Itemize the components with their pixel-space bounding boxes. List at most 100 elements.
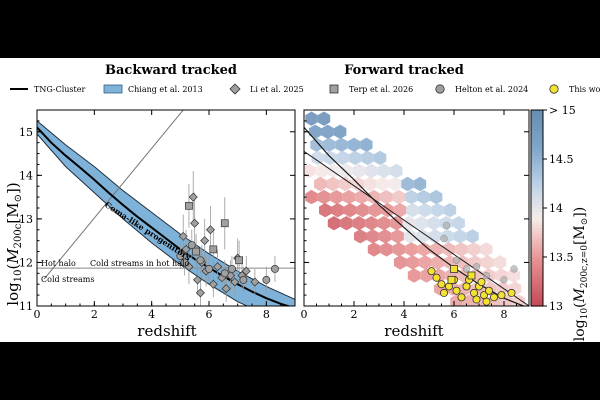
right-panel: 0 2 4 6 8 — [301, 109, 530, 321]
this-work-point — [482, 297, 491, 306]
hexbin — [427, 216, 440, 231]
legend-item-0: TNG-Cluster — [10, 85, 85, 94]
li-2025-point — [230, 277, 240, 287]
colorbar-segment — [531, 185, 543, 189]
li-2025-point — [195, 288, 205, 298]
hexbin — [305, 189, 318, 205]
hexbin — [467, 242, 480, 257]
helton-2024-point-right — [472, 263, 481, 271]
colorbar-segment — [531, 126, 543, 131]
hot-halo-annotation: Hot halo — [41, 259, 76, 268]
colorbar-label: log10(M200c,z=0[M⊙]) — [572, 207, 590, 342]
hexbin — [406, 255, 419, 270]
hexbin — [394, 255, 407, 270]
colorbar-segment — [531, 237, 543, 242]
hexbin — [315, 163, 328, 179]
this-work-point — [507, 288, 516, 297]
colorbar-segment — [531, 214, 543, 219]
hexbin — [443, 203, 457, 218]
hexbin — [327, 163, 341, 179]
hexbin — [453, 229, 467, 244]
hexbin — [393, 203, 407, 218]
legend-label: Chiang et al. 2013 — [128, 85, 203, 94]
colorbar-segment — [531, 302, 543, 307]
hexbin — [305, 111, 318, 126]
li-2025-point — [193, 275, 203, 285]
this-work-point — [484, 286, 493, 295]
hexbin — [507, 268, 520, 283]
panel-title-backward: Backward tracked — [105, 63, 237, 78]
hexbin — [340, 216, 353, 231]
colorbar-tick-label: 14 — [549, 202, 563, 215]
colorbar-segment — [531, 113, 543, 118]
x-tick-label: 8 — [501, 308, 508, 321]
helton-2024-point — [176, 251, 185, 260]
li-2025-point — [250, 277, 260, 287]
helton-2024-point-right — [452, 256, 461, 264]
colorbar-segment — [531, 155, 543, 160]
this-work-point — [452, 286, 461, 295]
colorbar-segment — [531, 159, 543, 163]
this-work-point — [444, 282, 453, 291]
hexbin — [368, 203, 382, 218]
terp-2026-point — [209, 245, 218, 254]
li-2025-point — [188, 192, 198, 202]
this-work-point — [457, 293, 466, 302]
this-work-point — [477, 278, 486, 287]
hexbin — [392, 189, 405, 205]
colorbar-segment — [531, 289, 543, 294]
colorbar-tick-label: 13 — [549, 300, 563, 313]
x-tick-label: 4 — [401, 308, 408, 321]
colorbar-tick-label: 14.5 — [549, 153, 574, 166]
left-ylabel: log10(M200c[M⊙]) — [4, 182, 24, 305]
x-tick-label: 6 — [451, 308, 458, 321]
li-2025-point — [190, 218, 200, 228]
this-work-point — [427, 267, 436, 276]
x-tick-label: 6 — [206, 308, 213, 321]
hexbin — [430, 189, 443, 205]
colorbar-segment — [531, 283, 543, 287]
x-tick-label: 0 — [301, 308, 308, 321]
colorbar-segment — [531, 296, 543, 301]
hexbin — [343, 203, 357, 218]
colorbar: > 15 14.5 14 13.5 13 — [530, 104, 576, 313]
this-work-square — [450, 265, 458, 273]
hexbin — [327, 216, 341, 231]
hexbin — [365, 163, 378, 179]
li-2025-point — [200, 236, 210, 246]
hexbin — [366, 229, 379, 244]
x-tick-label: 8 — [263, 308, 270, 321]
hexbin — [335, 137, 348, 152]
colorbar-segment — [531, 194, 543, 199]
cold-streams-annotation: Cold streams — [41, 275, 95, 284]
hexbin — [480, 242, 493, 257]
colorbar-segment — [531, 178, 543, 183]
hexbin — [407, 268, 421, 283]
hexbin — [317, 189, 331, 205]
colorbar-segment — [531, 152, 543, 157]
legend-symbol-circle — [435, 84, 445, 94]
hexbin — [352, 163, 366, 179]
helton-2024-point — [227, 265, 236, 273]
hexbin — [401, 176, 414, 192]
li-2025-point — [181, 244, 191, 254]
colorbar-segment — [531, 198, 543, 203]
colorbar-segment — [531, 243, 543, 248]
colorbar-segment — [531, 145, 543, 150]
hexbin — [415, 216, 428, 231]
helton-2024-point-right — [462, 265, 471, 273]
hexbin — [392, 242, 406, 257]
colorbar-segment — [531, 253, 543, 258]
y-tick-label: 12 — [19, 256, 33, 269]
coma-annotation: Coma-like progenitors — [103, 199, 193, 262]
diagonal-threshold-line — [43, 110, 184, 280]
terp-2026-point — [185, 201, 193, 210]
hexbin — [416, 229, 429, 244]
hexbin — [367, 189, 381, 205]
legend-symbol-band — [103, 84, 123, 94]
hexbin — [380, 242, 393, 257]
y-tick-label: 15 — [19, 126, 33, 139]
hexbin — [481, 255, 494, 270]
hexbin — [380, 189, 393, 205]
helton-2024-point — [205, 265, 213, 273]
